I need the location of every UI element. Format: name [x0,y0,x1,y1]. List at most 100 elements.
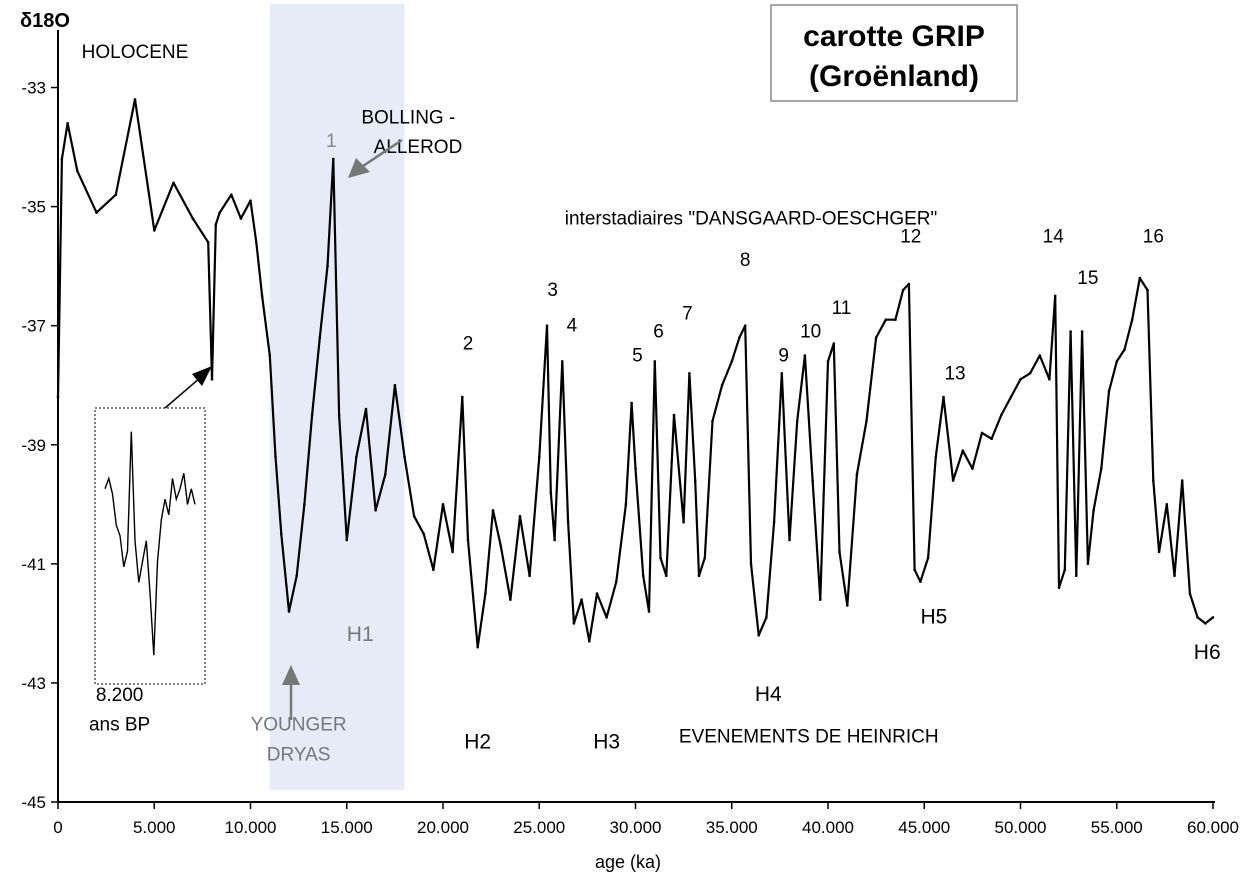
chart-subtitle: (Groënland) [809,60,979,93]
x-tick-label: 10.000 [225,818,277,837]
x-tick-label: 60.000 [1187,818,1239,837]
chart-title: carotte GRIP [803,20,985,53]
data-point [332,157,335,161]
data-point [1180,479,1184,482]
interstadial-label: 5 [632,345,643,366]
data-point [172,181,175,185]
data-point [545,324,549,328]
arrow-bolling [348,138,403,178]
data-point [249,199,252,202]
data-point [703,556,707,560]
data-point [919,580,922,583]
data-point [412,514,416,518]
data-point [672,413,676,417]
data-point [838,550,841,554]
series-group [56,98,1215,649]
data-point [491,509,495,512]
data-point [518,514,522,518]
interstadial-label: 14 [1043,226,1065,247]
data-point [538,455,541,459]
data-point [826,360,830,363]
y-tick-label: -35 [21,198,46,217]
data-point [1100,467,1103,470]
data-point [1009,395,1013,399]
x-tick-label: 25.000 [513,818,565,837]
data-point [951,479,955,482]
data-point [214,223,218,226]
younger-dryas-band [269,4,405,790]
heinrich-label: H4 [755,683,782,706]
data-point [1038,354,1042,357]
data-point [1138,276,1142,280]
data-point [1048,378,1051,381]
data-point [210,378,214,381]
data-point [720,383,724,387]
data-point [1165,503,1169,506]
data-point [461,395,464,399]
data-point [499,544,503,548]
data-point [1146,288,1149,292]
title-box [770,4,1018,102]
data-point [345,538,349,542]
data-point [749,562,753,566]
data-point [811,479,814,482]
x-tick-label: 0 [53,818,62,837]
data-point [1092,509,1095,512]
annotation-label: 8.200 [96,685,144,706]
data-point [874,336,878,339]
interstadial-label: 4 [567,316,578,337]
x-tick-label: 50.000 [995,818,1047,837]
data-point [1211,616,1215,619]
data-point [665,574,668,578]
data-point [260,294,264,298]
data-point [615,580,618,583]
data-point [432,568,435,572]
data-point [832,342,836,345]
data-point [403,455,406,459]
data-point [1075,574,1078,578]
data-point [287,610,291,613]
data-point [795,419,799,423]
data-point [239,217,243,220]
heinrich-label: H5 [920,605,947,628]
interstadial-label: 10 [800,322,821,343]
annotation-label: DRYAS [267,744,331,765]
data-point [451,550,454,554]
data-point [393,383,397,387]
arrow-inset [164,366,212,409]
data-point [60,157,64,161]
data-point [66,122,69,125]
data-point [803,354,807,357]
data-point [553,538,556,542]
data-point [76,169,79,173]
data-point [310,413,314,417]
data-point [624,503,628,506]
data-point [476,645,480,649]
interstadial-label: 12 [900,226,921,247]
data-point [711,419,714,423]
annotation-label: BOLLING - [361,107,455,128]
annotations-group: HOLOCENE BOLLING - ALLEROD interstadiaires … [82,42,1221,766]
data-point [422,532,426,536]
data-point [1057,586,1061,589]
y-tick-label: -39 [21,436,46,455]
y-tick-label: -37 [21,317,46,336]
data-point [605,616,608,619]
data-point [1063,568,1067,572]
data-point [907,282,911,286]
data-point [1028,372,1032,375]
data-point [934,455,938,459]
data-point [682,520,685,524]
data-point [326,264,329,268]
data-point [738,336,741,339]
x-tick-label: 15.000 [321,818,373,837]
x-tick-label: 55.000 [1091,818,1143,837]
y-tick-label: -41 [21,555,46,574]
data-point [206,241,210,244]
data-point [1080,330,1084,333]
data-point [659,556,662,560]
data-point [1152,479,1155,482]
data-point [630,401,633,405]
annotation-label: EVENEMENTS DE HEINRICH [679,726,939,747]
